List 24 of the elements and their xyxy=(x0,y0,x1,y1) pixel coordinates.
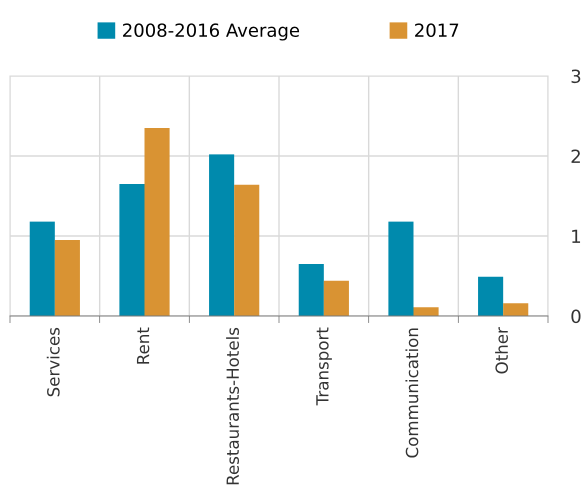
x-tick-label: Communication xyxy=(405,328,418,458)
bar xyxy=(209,154,234,316)
bar xyxy=(478,276,504,316)
bar xyxy=(119,184,144,316)
bar xyxy=(324,280,349,316)
x-tick-label: Restaurants-Hotels xyxy=(226,328,240,484)
bar xyxy=(234,184,260,316)
bar xyxy=(414,307,439,316)
legend-label: 2008-2016 Average xyxy=(123,23,300,41)
bar xyxy=(144,128,170,316)
x-tick-label: Transport xyxy=(316,328,332,406)
y-tick-label: 1 xyxy=(572,230,580,243)
y-tick-label: 0 xyxy=(571,309,581,324)
bar xyxy=(503,303,528,316)
bar xyxy=(30,222,55,316)
bar xyxy=(388,222,414,316)
legend-label: 2017 xyxy=(415,23,458,38)
y-tick-label: 3 xyxy=(572,69,580,84)
bar xyxy=(298,264,324,316)
bar xyxy=(54,240,80,316)
x-tick-label: Services xyxy=(46,328,60,396)
x-tick-label: Other xyxy=(495,327,508,374)
y-tick-label: 2 xyxy=(572,149,580,163)
x-tick-label: Rent xyxy=(136,328,150,364)
